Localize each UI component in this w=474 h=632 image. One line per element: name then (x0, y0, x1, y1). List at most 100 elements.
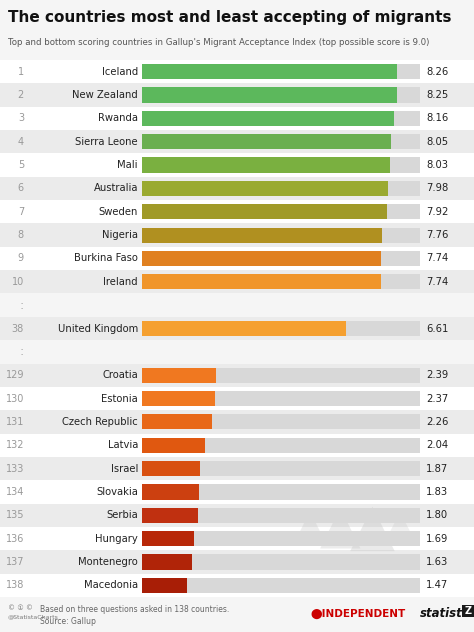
Text: 9: 9 (18, 253, 24, 264)
Text: 4: 4 (18, 137, 24, 147)
Text: Estonia: Estonia (101, 394, 138, 404)
Text: 1.80: 1.80 (426, 510, 448, 520)
Text: 134: 134 (6, 487, 24, 497)
Bar (142, 274, 381, 289)
Text: 7.76: 7.76 (426, 230, 448, 240)
Text: 135: 135 (6, 510, 24, 520)
Bar (0, 130, 474, 154)
Bar (142, 157, 420, 173)
Text: 8.05: 8.05 (426, 137, 448, 147)
Bar (142, 87, 397, 102)
Text: Based on three questions asked in 138 countries.
Source: Gallup: Based on three questions asked in 138 co… (40, 605, 229, 626)
Bar (142, 228, 420, 243)
Bar (142, 251, 420, 266)
Text: 138: 138 (6, 580, 24, 590)
Text: New Zealand: New Zealand (72, 90, 138, 100)
Text: Macedonia: Macedonia (84, 580, 138, 590)
Bar (142, 554, 420, 569)
Bar (142, 157, 390, 173)
Bar (142, 274, 420, 289)
Bar (142, 578, 420, 593)
Text: Rwanda: Rwanda (98, 113, 138, 123)
Text: Slovakia: Slovakia (96, 487, 138, 497)
Bar (0, 246, 474, 270)
Text: Nigeria: Nigeria (102, 230, 138, 240)
Text: Ireland: Ireland (103, 277, 138, 287)
Text: 8.26: 8.26 (426, 66, 448, 76)
Text: 1.63: 1.63 (426, 557, 448, 567)
Text: Australia: Australia (93, 183, 138, 193)
Text: Croatia: Croatia (102, 370, 138, 380)
Bar (0, 317, 474, 340)
Text: 5: 5 (18, 160, 24, 170)
Text: 10: 10 (12, 277, 24, 287)
Bar (0, 550, 474, 574)
Text: 7: 7 (18, 207, 24, 217)
Bar (0, 83, 474, 107)
Text: Sweden: Sweden (99, 207, 138, 217)
Text: 8.25: 8.25 (426, 90, 448, 100)
Bar (142, 461, 200, 476)
Bar (142, 415, 420, 430)
Text: 1.83: 1.83 (426, 487, 448, 497)
Bar (0, 457, 474, 480)
Text: ▲: ▲ (319, 501, 360, 553)
Text: Montenegro: Montenegro (78, 557, 138, 567)
Bar (0, 574, 474, 597)
Text: 2: 2 (18, 90, 24, 100)
Text: 1.69: 1.69 (426, 533, 448, 544)
Bar (0, 504, 474, 527)
Bar (142, 415, 212, 430)
Text: Z: Z (465, 606, 472, 616)
Text: 7.74: 7.74 (426, 253, 448, 264)
Text: 129: 129 (6, 370, 24, 380)
Text: 1.47: 1.47 (426, 580, 448, 590)
Bar (0, 387, 474, 410)
Bar (0, 410, 474, 434)
Text: 2.39: 2.39 (426, 370, 448, 380)
Bar (142, 578, 187, 593)
Bar (0, 270, 474, 293)
Text: 130: 130 (6, 394, 24, 404)
Text: Burkina Faso: Burkina Faso (74, 253, 138, 264)
Bar (142, 181, 389, 196)
Bar (142, 134, 420, 149)
Bar (142, 437, 205, 453)
Text: @StatistaCharts: @StatistaCharts (8, 614, 59, 619)
Text: Top and bottom scoring countries in Gallup's Migrant Acceptance Index (top possi: Top and bottom scoring countries in Gall… (8, 38, 429, 47)
Text: 8: 8 (18, 230, 24, 240)
Text: 132: 132 (6, 441, 24, 450)
Bar (0, 200, 474, 224)
Text: Hungary: Hungary (95, 533, 138, 544)
Bar (142, 368, 216, 383)
Bar (142, 554, 192, 569)
Bar (142, 531, 420, 546)
Bar (142, 111, 420, 126)
Text: 7.98: 7.98 (426, 183, 448, 193)
Text: 137: 137 (6, 557, 24, 567)
Bar (0, 527, 474, 550)
Bar (142, 204, 420, 219)
Bar (0, 224, 474, 246)
Text: 1: 1 (18, 66, 24, 76)
Bar (142, 64, 420, 79)
Bar (142, 134, 391, 149)
Text: 3: 3 (18, 113, 24, 123)
Text: 136: 136 (6, 533, 24, 544)
Text: 1.87: 1.87 (426, 464, 448, 473)
Bar (142, 181, 420, 196)
Bar (0, 107, 474, 130)
Bar (142, 507, 420, 523)
Bar (0, 154, 474, 177)
Bar (142, 321, 346, 336)
Text: Israel: Israel (110, 464, 138, 473)
Text: :: : (20, 345, 24, 358)
Text: © ① ©: © ① © (8, 605, 33, 611)
Bar (142, 368, 420, 383)
Bar (142, 391, 420, 406)
Text: 2.37: 2.37 (426, 394, 448, 404)
Bar (142, 228, 382, 243)
Bar (142, 111, 394, 126)
Text: Mali: Mali (118, 160, 138, 170)
Text: 8.16: 8.16 (426, 113, 448, 123)
